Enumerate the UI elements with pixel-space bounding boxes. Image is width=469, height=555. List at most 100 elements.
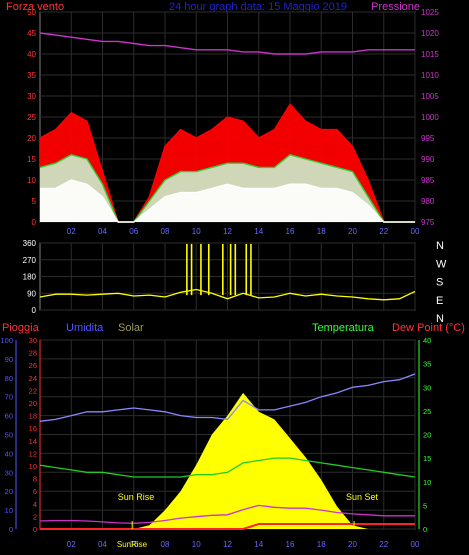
humidity-tick-label: 60 [5,412,13,421]
pressure-tick-label: 995 [421,134,435,143]
series-line [39,103,415,223]
pressure-tick-label: 1015 [421,50,439,59]
x-tick-label: 18 [317,227,326,236]
solar-axis-label: Solar [118,322,144,334]
compass-label: E [436,295,443,307]
wind-speed-tick-label: 10 [27,176,36,185]
humidity-tick-label: 20 [5,487,13,496]
x-tick-label: 22 [379,540,388,549]
series-line [39,373,416,422]
x-tick-label: 06 [129,227,138,236]
rain-tick-label: 12 [29,449,37,458]
x-tick-label: 00 [411,227,420,236]
wind-speed-axis-label: Forza vento [6,1,64,13]
rain-tick-label: 6 [33,487,37,496]
x-tick-label: 02 [67,227,76,236]
wind-direction-line [39,288,416,301]
dewpoint-tick-label: 40 [423,336,431,345]
pressure-tick-label: 1005 [421,92,439,101]
wind-speed-tick-label: 25 [27,113,36,122]
dewpoint-tick-label: 5 [423,501,427,510]
dewpoint-tick-label: 15 [423,454,431,463]
x-tick-label: 20 [348,227,357,236]
temperature-axis-label: Temperatura [312,322,375,334]
series-line [39,32,415,55]
x-tick-label: 08 [161,540,170,549]
rain-tick-label: 24 [29,374,37,383]
series-line [39,504,415,524]
x-tick-label: 06 [129,540,138,549]
rain-tick-label: 4 [33,500,37,509]
dewpoint-tick-label: 30 [423,383,431,392]
direction-tick-label: 360 [23,239,37,248]
x-tick-label: 16 [286,540,295,549]
x-tick-label: 12 [223,227,232,236]
x-tick-label: 16 [286,227,295,236]
dewpoint-tick-label: 20 [423,431,431,440]
wind-speed-tick-label: 0 [32,218,37,227]
climate-panel: 0102030405060708090100024681012141618202… [0,336,431,549]
humidity-tick-label: 50 [5,431,13,440]
direction-tick-label: 90 [27,289,36,298]
rain-tick-label: 20 [29,399,37,408]
x-tick-label: 00 [411,540,420,549]
x-tick-label: 08 [161,227,170,236]
wind-speed-tick-label: 35 [27,71,36,80]
dewpoint-tick-label: 0 [423,525,427,534]
pressure-axis-label: Pressione [371,1,420,13]
compass-label: N [436,313,444,325]
compass-label: S [436,277,443,289]
wind-speed-tick-label: 50 [27,8,36,17]
humidity-tick-label: 90 [5,355,13,364]
rain-tick-label: 2 [33,512,37,521]
rain-tick-label: 8 [33,475,37,484]
rain-tick-label: 0 [33,525,37,534]
x-tick-label: 14 [254,540,263,549]
solar-area [40,392,415,529]
humidity-tick-label: 10 [5,506,13,515]
pressure-tick-label: 1000 [421,113,439,122]
humidity-tick-label: 40 [5,449,13,458]
rain-tick-label: 16 [29,424,37,433]
dewpoint-tick-label: 10 [423,478,431,487]
direction-tick-label: 270 [23,256,37,265]
pressure-tick-label: 985 [421,176,435,185]
series-line [39,154,415,223]
sun-rise-label: Sun Rise [118,492,155,502]
wind-speed-tick-label: 15 [27,155,36,164]
x-tick-label: 14 [254,227,263,236]
wind-speed-tick-label: 30 [27,92,36,101]
dewpoint-axis-label: Dew Point (°C) [392,322,465,334]
dewpoint-tick-label: 35 [423,360,431,369]
x-tick-label: 22 [379,227,388,236]
x-tick-label: 02 [67,540,76,549]
chart-title: 24 hour graph data: 15 Maggio 2019 [169,1,347,13]
humidity-tick-label: 70 [5,393,13,402]
pressure-tick-label: 1020 [421,29,439,38]
rain-axis-label: Pioggia [2,322,40,334]
wind-pressure-panel: 0510152025303540455097598098599099510001… [27,8,439,236]
rain-tick-label: 10 [29,462,37,471]
pressure-tick-label: 1025 [421,8,439,17]
wind-speed-tick-label: 5 [32,197,37,206]
wind-speed-tick-label: 40 [27,50,36,59]
wind-speed-tick-label: 45 [27,29,36,38]
sun-rise-axis-label: SunRise [117,540,148,549]
x-tick-label: 20 [348,540,357,549]
x-tick-label: 18 [317,540,326,549]
x-tick-label: 10 [192,227,201,236]
compass-label: W [436,258,447,270]
wind-speed-tick-label: 20 [27,134,36,143]
series-line [40,523,415,530]
direction-tick-label: 180 [23,273,37,282]
series-line [39,457,416,478]
rain-tick-label: 28 [29,349,37,358]
direction-tick-label: 0 [32,306,37,315]
rain-tick-label: 30 [29,336,37,345]
x-tick-label: 04 [98,227,107,236]
sun-set-label: Sun Set [346,492,379,502]
humidity-tick-label: 100 [0,336,13,345]
wind-series-area [40,180,415,222]
